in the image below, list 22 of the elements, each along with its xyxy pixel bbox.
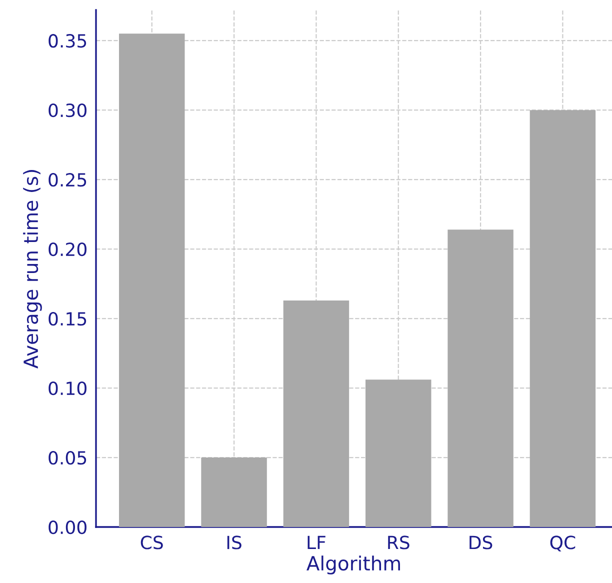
y-tick-label: 0.20 xyxy=(48,242,86,256)
x-tick-label: IS xyxy=(227,536,242,550)
bar xyxy=(283,300,350,527)
x-axis-title: Algorithm xyxy=(306,556,400,574)
bar xyxy=(448,230,514,527)
y-tick-label: 0.25 xyxy=(48,173,86,187)
bar xyxy=(530,110,596,527)
y-axis-title: Average run time (s) xyxy=(23,170,42,368)
y-tick-label: 0.05 xyxy=(48,450,86,465)
x-tick-label: DS xyxy=(470,536,492,550)
x-tick-label: QC xyxy=(550,536,576,552)
x-tick-label: LF xyxy=(308,536,326,550)
y-tick-label: 0.30 xyxy=(48,104,86,118)
y-tick-label: 0.15 xyxy=(48,312,86,326)
bar xyxy=(119,34,185,527)
y-tick-label: 0.35 xyxy=(48,34,86,48)
y-tick-label: 0.00 xyxy=(48,520,86,534)
x-tick-label: RS xyxy=(388,536,410,550)
bar xyxy=(366,380,432,527)
x-tick-label: CS xyxy=(140,536,163,550)
bar xyxy=(201,458,267,527)
y-tick-label: 0.10 xyxy=(48,381,86,396)
